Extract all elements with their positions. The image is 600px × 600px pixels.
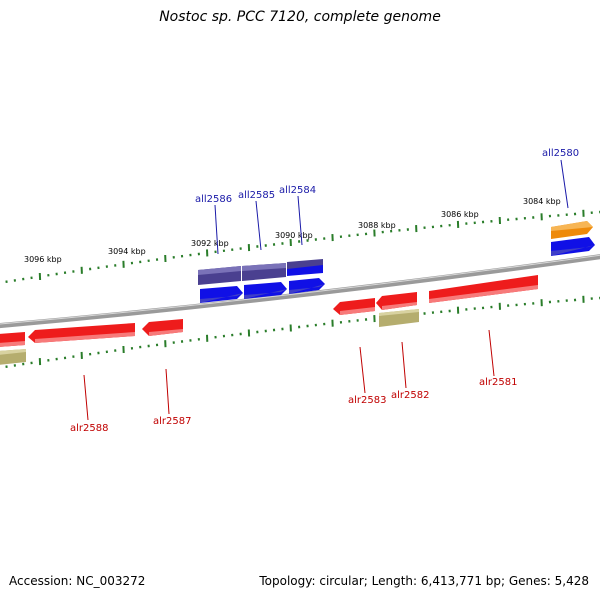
label-alr2581[interactable]: alr2581 — [479, 377, 517, 388]
label-all2585[interactable]: all2585 — [238, 190, 275, 201]
gene-alr2587[interactable] — [142, 319, 183, 336]
gene-alr2588[interactable] — [28, 323, 135, 343]
genome-backbone — [0, 254, 600, 329]
gene-alr2583[interactable] — [333, 298, 375, 315]
gene-blue-3[interactable] — [289, 278, 325, 294]
gene-blue-1[interactable] — [200, 286, 243, 303]
label-leaders — [83, 159, 569, 421]
label-alr2588[interactable]: alr2588 — [70, 423, 108, 434]
scale-label-3096: 3096 kbp — [24, 255, 62, 264]
forward-strand-genes — [198, 221, 595, 303]
scale-label-3088: 3088 kbp — [358, 221, 396, 230]
gene-alr2582[interactable] — [376, 292, 419, 327]
gene-left-partial[interactable] — [0, 332, 26, 365]
gene-all2584[interactable] — [287, 259, 323, 276]
label-all2586[interactable]: all2586 — [195, 194, 232, 205]
footer-stats: Topology: circular; Length: 6,413,771 bp… — [259, 574, 589, 588]
upper-scale-ticks — [5, 209, 600, 284]
label-all2584[interactable]: all2584 — [279, 185, 316, 196]
scale-label-3094: 3094 kbp — [108, 247, 146, 256]
scale-label-3084: 3084 kbp — [523, 197, 561, 206]
gene-all2586[interactable] — [198, 266, 241, 285]
map-title: Nostoc sp. PCC 7120, complete genome — [159, 9, 441, 25]
scale-label-3092: 3092 kbp — [191, 239, 229, 248]
gene-all2585[interactable] — [242, 263, 286, 281]
gene-alr2581[interactable] — [429, 275, 538, 303]
scale-label-3090: 3090 kbp — [275, 231, 313, 240]
footer-accession: Accession: NC_003272 — [9, 574, 146, 588]
label-alr2583[interactable]: alr2583 — [348, 395, 386, 406]
label-alr2587[interactable]: alr2587 — [153, 416, 191, 427]
gene-all2580[interactable] — [551, 221, 595, 256]
label-all2580[interactable]: all2580 — [542, 148, 579, 159]
reverse-strand-genes — [0, 275, 538, 365]
label-alr2582[interactable]: alr2582 — [391, 390, 429, 401]
gene-blue-2[interactable] — [244, 282, 287, 299]
scale-label-3086: 3086 kbp — [441, 210, 479, 219]
